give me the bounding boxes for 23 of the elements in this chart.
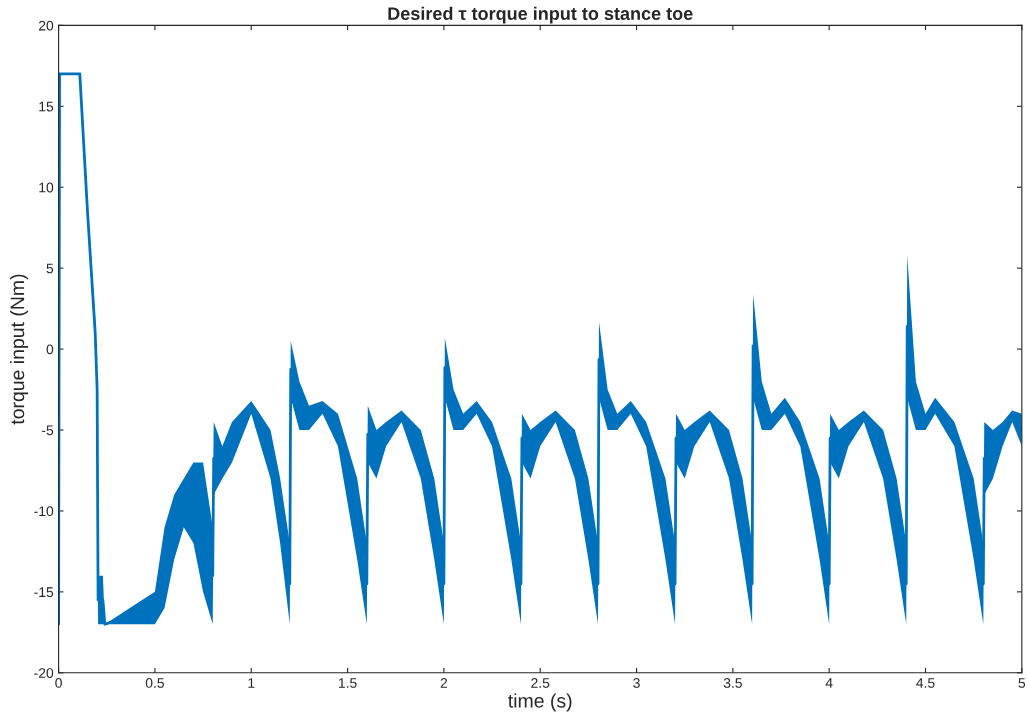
y-axis-title: torque input (Nm) (9, 274, 29, 425)
x-axis-title: time (s) (508, 693, 572, 712)
y-tick-label: -10 (34, 506, 54, 517)
x-tick-label: 1 (248, 678, 255, 688)
x-tick-label: 2 (440, 678, 448, 688)
x-tick-label: 1.5 (338, 678, 357, 688)
y-tick-label: -20 (34, 668, 54, 678)
x-tick-label: 4 (825, 678, 833, 688)
y-tick-label: 10 (39, 182, 54, 193)
y-tick-label: 5 (46, 263, 54, 274)
y-tick-label: 0 (46, 344, 54, 355)
y-tick-label: -15 (34, 587, 54, 598)
x-tick-label: 2.5 (531, 678, 550, 688)
y-tick-label: 15 (39, 101, 54, 112)
x-tick-label: 3.5 (723, 678, 742, 688)
x-tick-label: 4.5 (916, 678, 935, 688)
x-tick-label: 5 (1018, 678, 1026, 688)
x-tick-label: 0 (55, 678, 62, 688)
x-tick-label: 0.5 (145, 678, 164, 688)
y-tick-label: -5 (42, 425, 54, 436)
y-tick-label: 20 (38, 20, 54, 31)
x-tick-label: 3 (633, 678, 640, 688)
chart-title: Desired τ torque input to stance toe (388, 6, 693, 24)
